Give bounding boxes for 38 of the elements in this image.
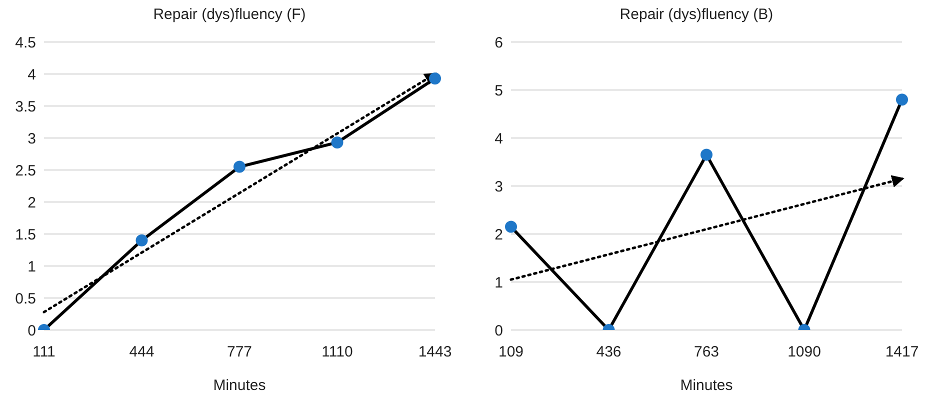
x-tick-label: 1417 (885, 344, 919, 361)
y-tick-label: 4 (494, 130, 503, 148)
y-tick-label: 2.5 (15, 162, 36, 180)
y-tick-label: 4 (28, 66, 36, 84)
y-tick-label: 1 (28, 258, 36, 276)
y-tick-label: 6 (494, 34, 503, 52)
y-tick-label: 1 (494, 274, 503, 292)
y-tick-label: 5 (494, 82, 503, 100)
x-axis-title: Minutes (213, 377, 266, 394)
x-tick-label: 763 (694, 344, 720, 361)
x-tick-label: 1443 (418, 344, 452, 361)
point (700, 148, 712, 161)
chart-title: Repair (dys)fluency (F) (152, 6, 307, 25)
point (505, 220, 517, 233)
x-tick-label: 111 (32, 344, 56, 361)
y-tick-label: 0 (494, 322, 503, 340)
x-axis-title: Minutes (680, 377, 733, 394)
y-tick-label: 0.5 (15, 290, 36, 308)
y-tick-label: 3.5 (15, 98, 36, 116)
point (896, 94, 908, 106)
y-tick-label: 4.5 (15, 34, 36, 52)
x-tick-label: 109 (498, 344, 524, 361)
chart-title: Repair (dys)fluency (B) (618, 6, 774, 25)
y-tick-label: 3 (28, 130, 36, 148)
y-tick-label: 2 (28, 194, 36, 212)
point (429, 72, 441, 84)
x-tick-label: 444 (129, 344, 154, 361)
y-tick-label: 2 (494, 226, 503, 244)
x-tick-label: 436 (596, 344, 622, 361)
point (136, 234, 148, 246)
point (234, 160, 246, 173)
x-tick-label: 1110 (322, 344, 353, 361)
y-tick-label: 3 (494, 178, 503, 196)
point (331, 136, 344, 148)
y-tick-label: 0 (28, 322, 36, 340)
x-tick-label: 1090 (788, 344, 821, 361)
y-tick-label: 1.5 (15, 226, 36, 244)
x-tick-label: 777 (226, 344, 252, 361)
